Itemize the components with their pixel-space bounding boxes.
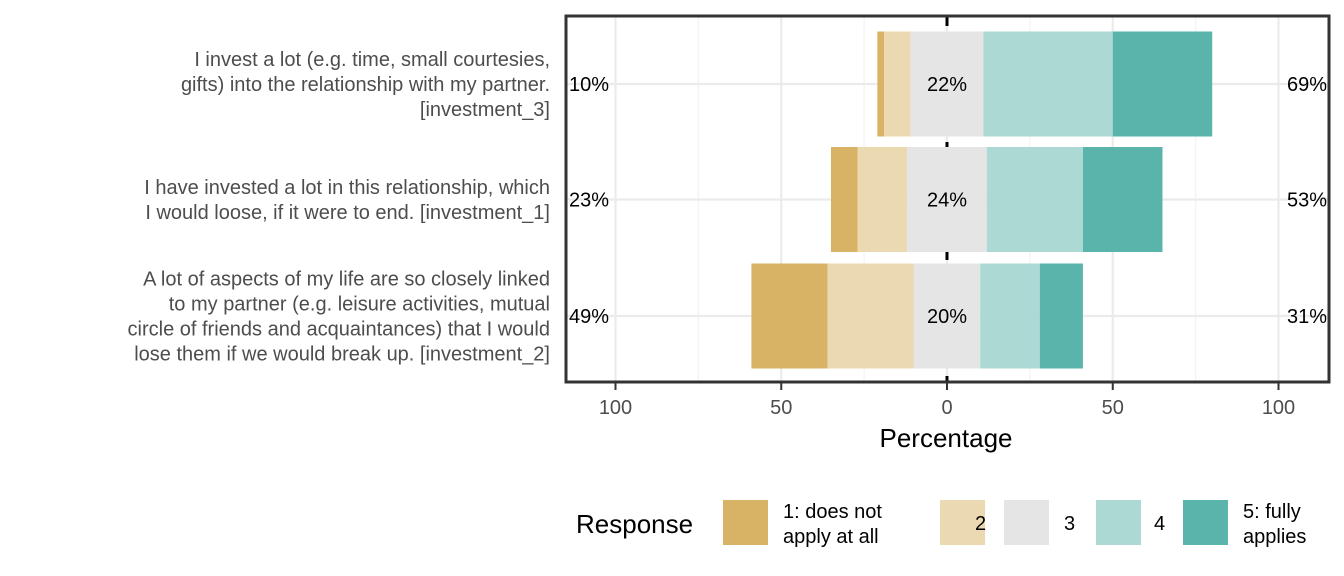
legend-label: 5: fully bbox=[1243, 501, 1301, 523]
legend-label: 1: does not bbox=[783, 501, 882, 523]
low-percent-label: 10% bbox=[569, 74, 609, 96]
low-percent-label: 23% bbox=[569, 190, 609, 212]
bar-segment-1 bbox=[877, 31, 885, 137]
item-label-line: gifts) into the relationship with my par… bbox=[181, 74, 550, 96]
item-label-line: lose them if we would break up. [investm… bbox=[134, 344, 550, 366]
bars bbox=[751, 31, 1213, 369]
legend-title: Response bbox=[576, 509, 693, 539]
legend-key-5 bbox=[1183, 500, 1228, 545]
item-label-line: to my partner (e.g. leisure activities, … bbox=[169, 294, 550, 316]
legend-label: 2 bbox=[975, 513, 986, 535]
percent-labels: 10% 22% 69% 23% 24% 53% 49% 20% 31% bbox=[569, 74, 1327, 328]
x-axis-title: Percentage bbox=[880, 423, 1013, 453]
x-axis: 100 50 0 50 100 bbox=[599, 383, 1295, 419]
legend: Response 1: does not apply at all 2 3 4 5: ful… bbox=[576, 500, 1306, 548]
bar-segment-5 bbox=[1082, 147, 1163, 252]
item-label-line: I would loose, if it were to end. [inves… bbox=[145, 202, 550, 224]
x-tick-label: 100 bbox=[599, 397, 632, 419]
item-label-line: A lot of aspects of my life are so close… bbox=[143, 269, 550, 291]
legend-key-3 bbox=[1004, 500, 1049, 545]
legend-label: apply at all bbox=[783, 526, 879, 548]
bar-segment-3 bbox=[907, 147, 987, 252]
item-label-line: circle of friends and acquaintances) tha… bbox=[128, 319, 550, 341]
legend-label: applies bbox=[1243, 526, 1306, 548]
x-tick-label: 0 bbox=[941, 397, 952, 419]
x-tick-label: 50 bbox=[1102, 397, 1124, 419]
bar-segment-3 bbox=[913, 263, 981, 369]
panel-border bbox=[564, 14, 1331, 384]
x-tick-label: 100 bbox=[1262, 397, 1295, 419]
legend-key-4 bbox=[1096, 500, 1141, 545]
bar-segment-5 bbox=[1039, 263, 1083, 369]
bar-segment-5 bbox=[1112, 31, 1213, 137]
item-label-line: I invest a lot (e.g. time, small courtes… bbox=[194, 49, 550, 71]
bar-segment-2 bbox=[884, 31, 911, 137]
bar-segment-2 bbox=[857, 147, 908, 252]
high-percent-label: 69% bbox=[1287, 74, 1327, 96]
item-label-line: [investment_3] bbox=[420, 99, 550, 121]
neutral-percent-label: 24% bbox=[927, 190, 967, 212]
legend-key-2 bbox=[940, 500, 985, 545]
bar-segment-4 bbox=[983, 31, 1113, 137]
bar-segment-3 bbox=[910, 31, 984, 137]
bar-segment-4 bbox=[980, 263, 1040, 369]
x-tick-label: 50 bbox=[770, 397, 792, 419]
legend-label: 4 bbox=[1154, 513, 1165, 535]
high-percent-label: 53% bbox=[1287, 190, 1327, 212]
bar-segment-2 bbox=[827, 263, 914, 369]
bar-segment-1 bbox=[830, 147, 858, 252]
item-label-line: I have invested a lot in this relationsh… bbox=[144, 177, 550, 199]
neutral-percent-label: 20% bbox=[927, 306, 967, 328]
neutral-percent-label: 22% bbox=[927, 74, 967, 96]
legend-key-1 bbox=[723, 500, 768, 545]
item-labels: I invest a lot (e.g. time, small courtes… bbox=[128, 49, 550, 366]
high-percent-label: 31% bbox=[1287, 306, 1327, 328]
low-percent-label: 49% bbox=[569, 306, 609, 328]
bar-segment-4 bbox=[986, 147, 1083, 252]
bar-segment-1 bbox=[751, 263, 828, 369]
legend-label: 3 bbox=[1064, 513, 1075, 535]
